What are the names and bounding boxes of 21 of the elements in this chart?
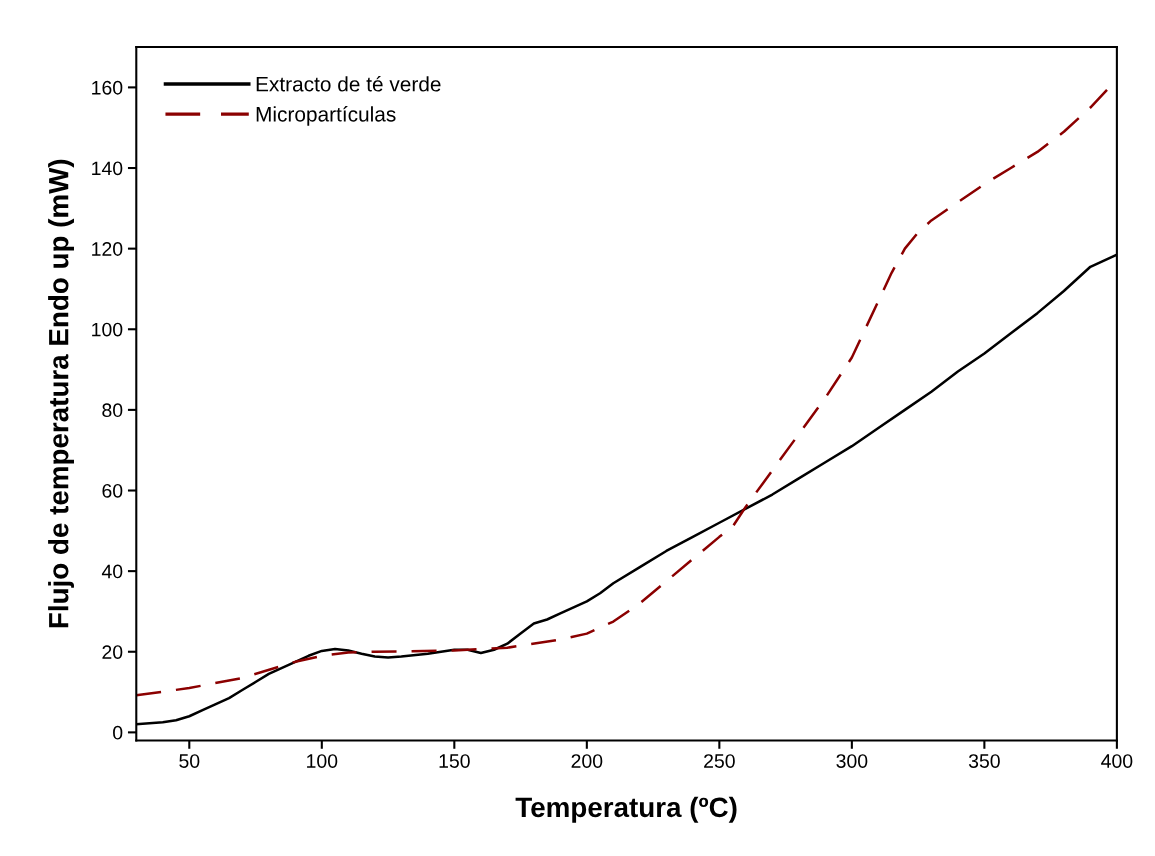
y-tick-label: 120 xyxy=(92,242,123,256)
x-tick-label: 350 xyxy=(968,754,1000,768)
y-tick-label: 160 xyxy=(92,80,123,95)
y-tick-label: 0 xyxy=(113,725,123,740)
x-axis-title: Temperatura (ºC) xyxy=(515,796,737,823)
legend-label: Extracto de té verde xyxy=(256,76,441,92)
x-tick-label: 200 xyxy=(571,754,603,768)
legend-label: Micropartículas xyxy=(256,106,396,126)
x-tick-label: 300 xyxy=(836,754,868,768)
y-tick-label: 60 xyxy=(102,483,123,498)
y-tick-label: 80 xyxy=(102,403,123,418)
y-axis-title: Flujo de temperatura Endo up (mW) xyxy=(48,159,74,628)
x-tick-label: 400 xyxy=(1101,754,1133,768)
y-tick-label: 140 xyxy=(92,161,123,176)
y-tick-label: 100 xyxy=(92,322,123,337)
x-tick-label: 100 xyxy=(307,754,338,768)
x-tick-label: 250 xyxy=(704,754,735,768)
y-tick-label: 40 xyxy=(101,564,123,579)
y-tick-label: 20 xyxy=(102,645,123,659)
x-tick-label: 50 xyxy=(179,754,200,768)
x-tick-label: 150 xyxy=(439,754,470,768)
